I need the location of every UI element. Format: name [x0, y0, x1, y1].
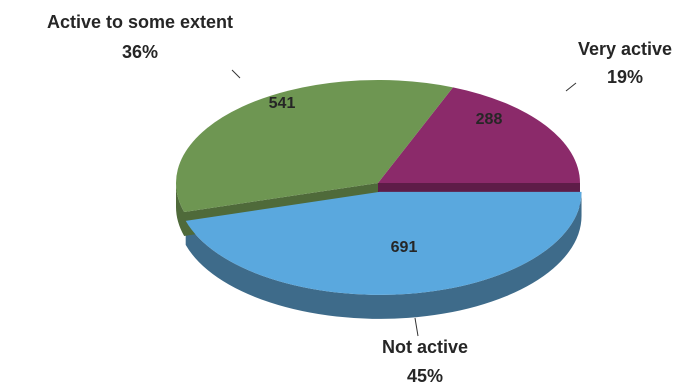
- slice-tops: [175, 79, 582, 295]
- leader-line-active-some: [231, 69, 241, 79]
- value-label-active-some: 541: [269, 95, 296, 112]
- slice-active-some: [175, 79, 453, 212]
- percent-label-not-active: 45%: [407, 366, 443, 385]
- percent-label-active-some: 36%: [122, 42, 158, 62]
- slice-very-active: [378, 87, 580, 183]
- value-label-not-active: 691: [391, 239, 418, 256]
- leader-line-not-active: [414, 317, 419, 337]
- percent-label-very-active: 19%: [607, 67, 643, 87]
- slice-not-active: [185, 191, 582, 295]
- category-label-not-active: Not active: [382, 337, 468, 357]
- slice-side-not-active: [185, 191, 582, 319]
- leader-line-very-active: [565, 82, 577, 92]
- value-label-very-active: 288: [476, 111, 503, 128]
- category-label-active-some: Active to some extent: [47, 12, 233, 32]
- category-label-very-active: Very active: [578, 39, 672, 59]
